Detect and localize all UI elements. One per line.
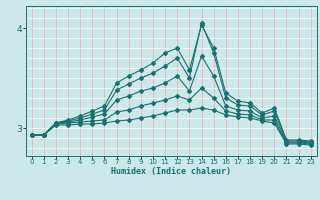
X-axis label: Humidex (Indice chaleur): Humidex (Indice chaleur) — [111, 167, 231, 176]
